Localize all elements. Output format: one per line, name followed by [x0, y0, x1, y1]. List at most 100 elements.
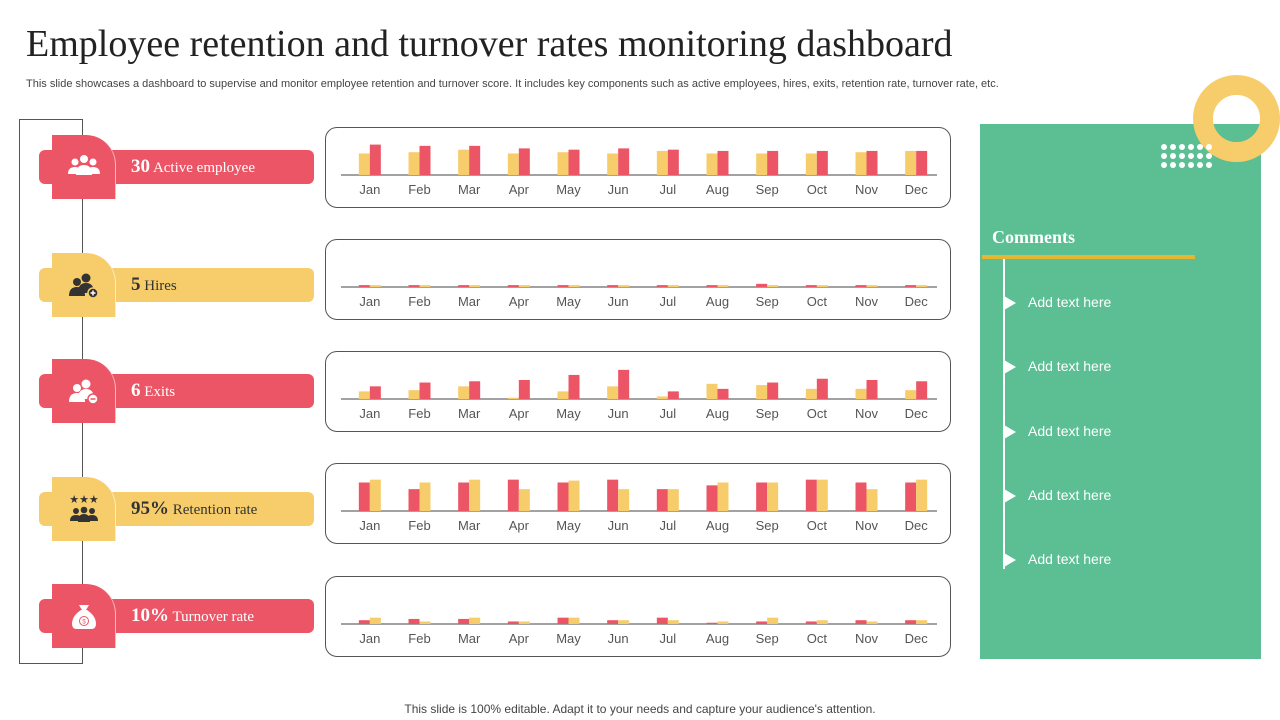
bar-red-aug	[717, 150, 729, 175]
bar-red-nov	[866, 150, 878, 175]
bar-yellow-mar	[458, 149, 470, 175]
x-tick-label: Aug	[706, 182, 729, 197]
x-tick-label: Dec	[905, 406, 929, 421]
bar-red-nov	[855, 285, 867, 287]
x-tick-label: Sep	[756, 518, 779, 533]
bar-red-mar	[458, 285, 470, 287]
x-tick-label: Feb	[408, 518, 430, 533]
bar-red-aug	[706, 485, 718, 511]
bar-red-mar	[469, 381, 481, 399]
triangle-bullet-icon	[1004, 360, 1016, 374]
bar-yellow-apr	[518, 489, 530, 511]
x-tick-label: Sep	[756, 631, 779, 646]
decorative-dot	[1206, 162, 1212, 168]
bar-yellow-jun	[618, 285, 630, 287]
decorative-dot	[1188, 162, 1194, 168]
decorative-dot	[1170, 153, 1176, 159]
x-tick-label: Aug	[706, 406, 729, 421]
bar-yellow-aug	[717, 482, 729, 511]
bar-yellow-dec	[916, 620, 928, 624]
x-tick-label: Sep	[756, 294, 779, 309]
bar-red-dec	[905, 620, 917, 624]
comment-text[interactable]: Add text here	[1028, 294, 1112, 310]
bar-red-dec	[905, 482, 917, 511]
decorative-dot	[1206, 153, 1212, 159]
bar-red-jul	[656, 617, 668, 624]
bar-red-aug	[717, 388, 729, 399]
triangle-bullet-icon	[1004, 425, 1016, 439]
bar-yellow-jun	[607, 386, 619, 399]
bar-yellow-jan	[369, 285, 381, 287]
x-tick-label: Dec	[905, 518, 929, 533]
bar-yellow-may	[568, 480, 580, 511]
x-tick-label: Apr	[509, 406, 530, 421]
bar-yellow-nov	[855, 152, 867, 175]
x-tick-label: Oct	[807, 631, 828, 646]
bar-red-jan	[358, 285, 370, 287]
bar-red-jul	[667, 391, 679, 399]
x-tick-label: Oct	[807, 406, 828, 421]
bar-yellow-jul	[667, 620, 679, 624]
x-tick-label: Apr	[509, 518, 530, 533]
metric-value: 30	[131, 156, 150, 177]
bar-yellow-apr	[518, 621, 530, 624]
bar-chart: Jan Feb Mar Apr May Jun Jul Aug Sep Oct Nov Dec	[341, 617, 937, 646]
bar-yellow-sep	[756, 385, 768, 399]
bar-yellow-apr	[507, 153, 519, 175]
bar-red-jun	[607, 479, 619, 511]
bar-yellow-feb	[419, 621, 431, 624]
bar-red-aug	[706, 622, 718, 624]
decorative-dot	[1161, 144, 1167, 150]
bar-red-mar	[458, 482, 470, 511]
bar-yellow-feb	[419, 482, 431, 511]
x-tick-label: Feb	[408, 631, 430, 646]
x-tick-label: Jun	[608, 294, 629, 309]
bar-yellow-aug	[706, 383, 718, 399]
bar-red-jul	[667, 149, 679, 175]
decorative-dot	[1161, 153, 1167, 159]
bar-yellow-jul	[656, 150, 668, 175]
metric-exits: 6 Exits	[39, 359, 314, 423]
comment-text[interactable]: Add text here	[1028, 551, 1112, 567]
bar-red-sep	[756, 482, 768, 511]
bar-yellow-jan	[358, 153, 370, 175]
x-tick-label: Mar	[458, 182, 481, 197]
x-tick-label: Jun	[608, 631, 629, 646]
triangle-bullet-icon	[1004, 553, 1016, 567]
bar-yellow-aug	[717, 285, 729, 287]
x-tick-label: Dec	[905, 631, 929, 646]
metric-name: Hires	[144, 278, 177, 294]
bar-yellow-sep	[767, 617, 779, 624]
x-tick-label: Feb	[408, 406, 430, 421]
bar-chart: Jan Feb Mar Apr May Jun Jul Aug Sep Oct Nov Dec	[341, 369, 937, 421]
bar-red-dec	[916, 381, 928, 399]
metric-name: Retention rate	[172, 502, 258, 518]
bar-red-nov	[855, 482, 867, 511]
x-tick-label: Aug	[706, 294, 729, 309]
bar-yellow-nov	[866, 489, 878, 511]
bar-red-mar	[469, 145, 481, 175]
x-tick-label: Jul	[660, 631, 677, 646]
bar-yellow-dec	[916, 285, 928, 287]
x-tick-label: Aug	[706, 631, 729, 646]
bar-red-jan	[358, 620, 370, 624]
x-tick-label: Aug	[706, 518, 729, 533]
metric-icon-box	[52, 359, 116, 423]
bar-red-jun	[607, 285, 619, 287]
decorative-dot	[1179, 144, 1185, 150]
bar-red-nov	[855, 620, 867, 624]
comment-text[interactable]: Add text here	[1028, 358, 1112, 374]
bar-red-sep	[767, 150, 779, 175]
decorative-dots	[1161, 144, 1217, 172]
decorative-dot	[1188, 153, 1194, 159]
comment-text[interactable]: Add text here	[1028, 487, 1112, 503]
star-team-icon: ★★★	[69, 494, 99, 522]
metric-icon-box: $	[52, 584, 116, 648]
bar-yellow-oct	[816, 285, 828, 287]
comment-text[interactable]: Add text here	[1028, 423, 1112, 439]
bar-yellow-jun	[607, 153, 619, 175]
bar-red-jan	[369, 386, 381, 399]
x-tick-label: May	[556, 631, 581, 646]
x-tick-label: Oct	[807, 518, 828, 533]
decorative-dot	[1170, 144, 1176, 150]
